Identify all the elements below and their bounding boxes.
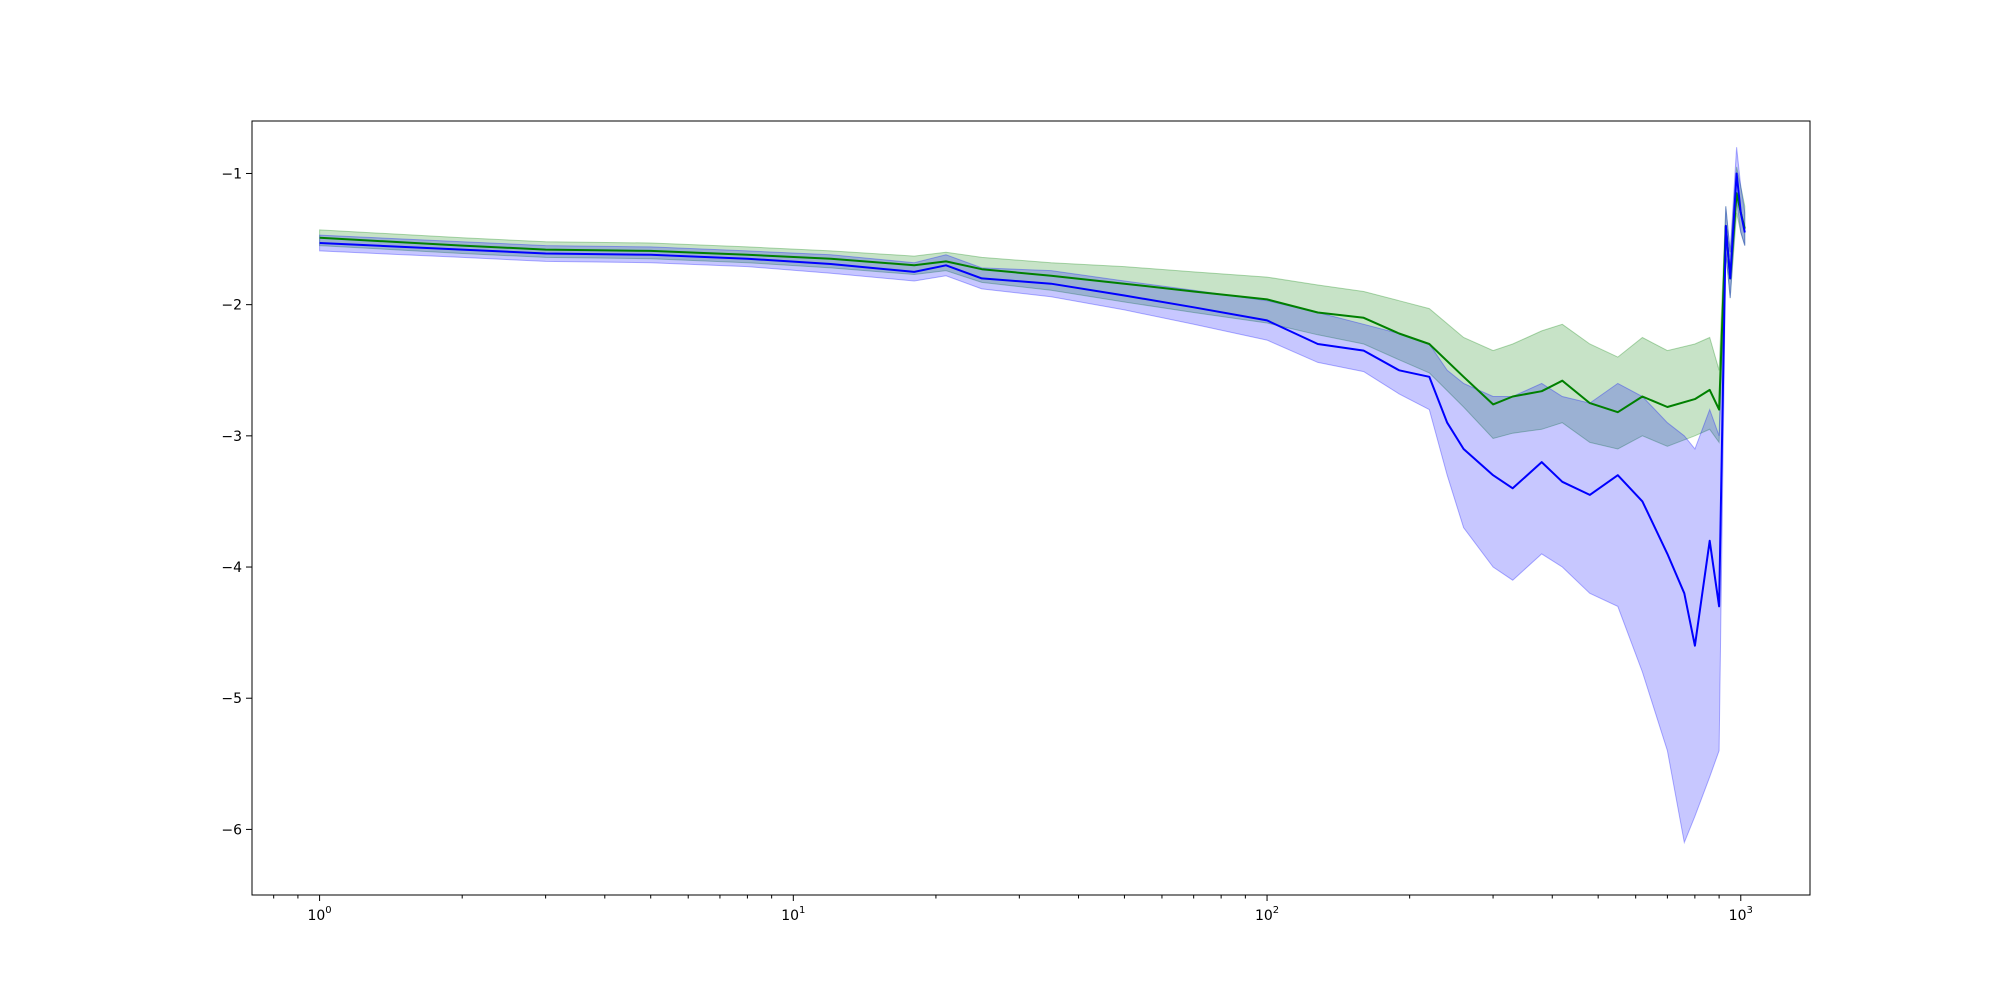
- plot-frame: [251, 120, 1811, 896]
- x-tick-label: 101: [781, 905, 805, 924]
- series-2-line: [319, 172, 1746, 647]
- series-1-band: [319, 166, 1746, 450]
- confidence-bands: [319, 147, 1746, 845]
- y-tick-label: −4: [221, 560, 242, 576]
- series-2-band: [319, 147, 1746, 845]
- x-tick-label: 103: [1729, 905, 1753, 924]
- x-axis: 100 101 102 103: [273, 895, 1753, 924]
- y-tick-label: −6: [221, 822, 242, 838]
- x-tick-label: 100: [307, 905, 331, 924]
- series-lines: [319, 172, 1746, 647]
- x-tick-label: 102: [1255, 905, 1279, 924]
- y-tick-label: −2: [221, 298, 242, 314]
- y-tick-label: −1: [221, 166, 242, 182]
- y-axis: −1 −2 −3 −4 −5 −6: [221, 166, 252, 838]
- y-tick-label: −3: [221, 429, 242, 445]
- series-1-line: [319, 192, 1746, 414]
- y-tick-label: −5: [221, 691, 242, 707]
